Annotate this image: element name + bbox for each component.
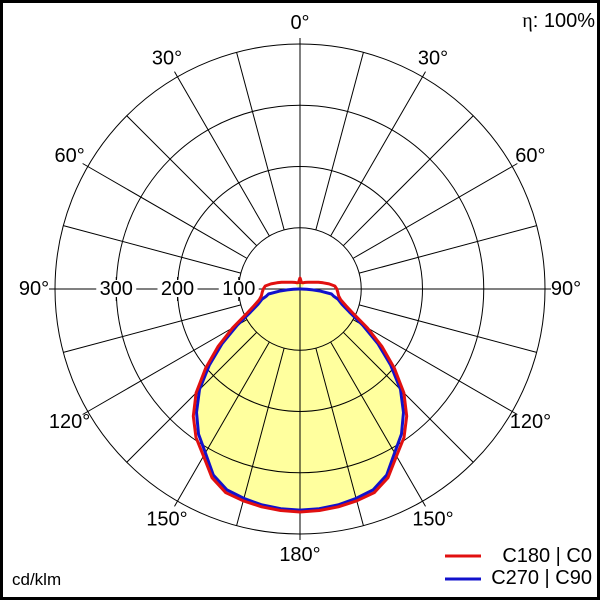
grid-overshoot-tick <box>82 411 89 415</box>
grid-spoke-15deg <box>236 52 285 230</box>
grid-overshoot-tick <box>422 500 426 507</box>
radial-label-bg <box>157 280 198 297</box>
grid-overshoot-tick <box>511 163 518 167</box>
grid-overshoot-tick <box>174 500 178 507</box>
legend-label-c90: C270 | C90 <box>491 567 592 589</box>
grid-spoke-15deg <box>330 76 423 237</box>
grid-spoke-15deg <box>315 348 364 526</box>
grid-overshoot-tick <box>82 163 89 167</box>
angle-label-90deg-left: 90° <box>19 278 49 300</box>
grid-spoke-15deg <box>352 166 513 259</box>
grid-spoke-15deg <box>126 115 258 247</box>
eta-value: : 100% <box>533 10 595 32</box>
angle-label-150deg-right: 150° <box>412 508 453 530</box>
radial-label-bg <box>96 280 137 297</box>
grid-spoke-15deg <box>236 348 285 526</box>
grid-overshoot-tick <box>174 71 178 78</box>
radial-scale-labels: 300 200 100 <box>96 277 259 301</box>
grid-overshoot-tick <box>422 71 426 78</box>
grid-spoke-15deg <box>359 225 537 274</box>
radial-label-100: 100 <box>222 278 255 300</box>
angle-label-150deg-left: 150° <box>146 508 187 530</box>
angle-label-60deg-right: 60° <box>515 145 545 167</box>
grid-spoke-15deg <box>63 304 241 353</box>
grid-spoke-15deg <box>330 341 423 502</box>
unit-label: cd/klm <box>12 570 61 589</box>
radial-label-300: 300 <box>100 278 133 300</box>
angle-label-180deg: 180° <box>279 544 320 566</box>
efficiency-label: η: 100% <box>522 10 595 32</box>
grid-overshoot-tick <box>511 411 518 415</box>
grid-spoke-15deg <box>87 166 248 259</box>
angle-label-60deg-left: 60° <box>54 145 84 167</box>
grid-spoke-15deg <box>342 115 474 247</box>
legend: C180 | C0 C270 | C90 <box>445 545 592 589</box>
curve-c180-c0 <box>191 276 409 514</box>
angle-label-0deg: 0° <box>290 12 309 34</box>
angle-label-90deg-right: 90° <box>551 278 581 300</box>
grid-spoke-15deg <box>315 52 364 230</box>
angle-label-120deg-right: 120° <box>510 411 551 433</box>
grid-spoke-15deg <box>87 319 248 412</box>
curve-c270-c90 <box>195 287 405 512</box>
grid-spoke-15deg <box>177 76 270 237</box>
grid-spoke-15deg <box>63 225 241 274</box>
grid-spoke-15deg <box>177 341 270 502</box>
angle-label-30deg-right: 30° <box>418 48 448 70</box>
grid-spoke-15deg <box>359 304 537 353</box>
legend-label-c0: C180 | C0 <box>502 545 592 567</box>
intensity-curves-layer <box>191 276 409 514</box>
radial-label-bg <box>218 280 259 297</box>
angle-label-120deg-left: 120° <box>49 411 90 433</box>
grid-spoke-15deg <box>126 331 258 463</box>
angle-label-30deg-left: 30° <box>152 48 182 70</box>
eta-symbol: η <box>522 10 532 32</box>
grid-spoke-15deg <box>342 331 474 463</box>
polar-grid-layer <box>49 38 551 540</box>
grid-spoke-15deg <box>352 319 513 412</box>
angle-labels-layer: 180° 150° 150° 120° 120° 90° 90° 60° 60° 30° 30° 0° <box>19 12 581 566</box>
radial-label-200: 200 <box>161 278 194 300</box>
